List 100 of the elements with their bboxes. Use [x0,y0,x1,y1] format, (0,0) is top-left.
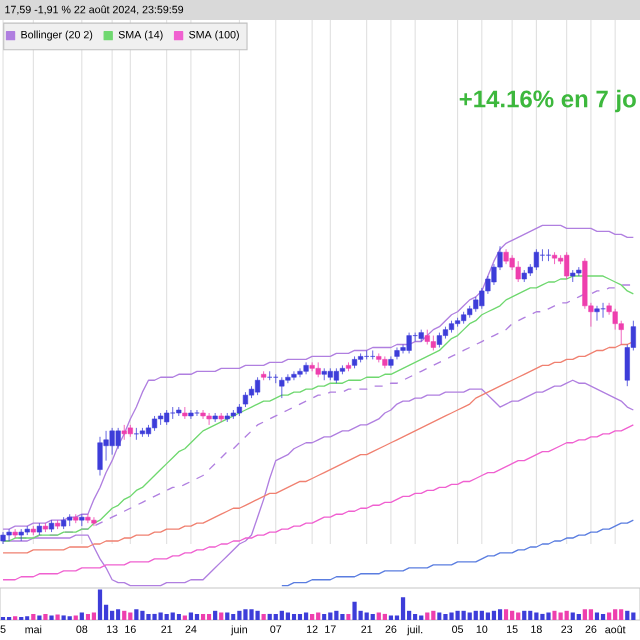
bar [176,613,181,620]
bar [267,613,272,620]
candlestick [533,248,539,271]
bar [116,609,121,620]
bar [219,612,224,620]
bar [31,613,36,620]
bar [564,610,569,620]
bar [437,612,442,620]
candlestick [133,427,139,441]
bar [316,612,321,620]
bar [110,610,115,620]
bar [528,610,533,620]
bar [85,613,90,620]
bar [467,612,472,620]
candlestick [564,251,570,280]
bar [297,613,303,620]
bar [279,610,284,620]
candlestick [539,248,546,262]
candlestick [370,350,376,360]
bar [522,610,527,620]
bar [582,609,587,620]
candlestick [267,370,273,381]
bar [382,613,387,620]
candlestick [545,248,552,262]
bar [461,610,466,620]
bar [376,612,381,620]
bar [340,613,345,620]
bar [334,610,339,620]
bar [91,612,97,620]
bar [358,610,363,620]
bar [497,609,503,620]
bar [485,612,491,620]
bar [97,589,103,620]
bar [413,613,418,620]
bar [364,612,369,620]
bar [134,609,139,620]
bar [594,612,600,620]
candlestick [279,376,285,399]
bar [188,612,194,620]
candlestick [109,427,115,456]
bar [606,612,612,620]
candlestick [303,361,309,375]
bar [310,613,315,620]
bar [152,613,157,620]
bar [443,613,448,620]
bar [352,601,357,620]
bar [225,612,230,620]
bar [206,613,212,620]
bar [273,613,278,620]
candlestick [515,260,521,283]
candlestick [121,424,127,441]
bar [346,613,351,620]
bar [140,610,145,620]
candlestick [206,412,212,426]
bar [552,610,557,620]
bar [243,609,248,620]
candlestick [594,305,600,322]
bar [237,610,242,620]
candlestick [194,409,200,417]
bar [146,613,151,620]
bar [164,613,169,620]
bar [546,612,551,620]
bar [576,613,581,620]
candlestick [388,356,394,369]
bar [619,609,624,620]
candlestick [382,356,388,369]
candlestick [170,406,176,420]
bar [261,613,266,620]
text: +14.16% en 7 jo [459,89,636,113]
bar [128,612,133,620]
bar [303,612,309,620]
bar [570,612,575,620]
bar [540,613,545,620]
bar [158,612,163,620]
bar [425,612,430,620]
bar [510,610,515,620]
bar [43,613,48,620]
bar [516,612,521,620]
bar [431,610,436,620]
candlestick [406,332,412,354]
bar [503,609,509,620]
candlestick [394,347,400,360]
candlestick [115,427,121,450]
bar [400,597,406,620]
candlestick [97,436,103,476]
bar [255,610,260,620]
candlestick [364,350,370,360]
bar [600,613,606,620]
bar [328,612,333,620]
bar [170,612,175,620]
bar [558,612,563,620]
bar [322,613,327,620]
bar [455,610,460,620]
bar [491,610,497,620]
bar [534,612,539,620]
bar [231,613,236,620]
bar [631,612,636,620]
bar [79,612,84,620]
bar [370,613,375,620]
bar [473,610,478,620]
